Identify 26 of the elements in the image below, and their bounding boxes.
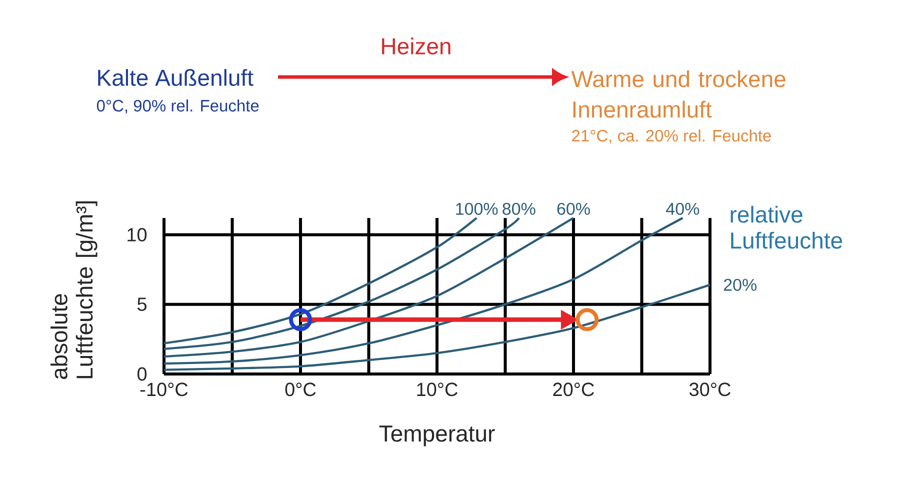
line-series (162, 216, 575, 358)
text: Kalte Außenluft (98, 69, 254, 86)
x-tick-label: 30°C (690, 382, 730, 396)
line-series (162, 216, 478, 344)
series-label: 60% (557, 202, 590, 215)
x-axis-title: Temperatur (379, 426, 495, 446)
series-label: 80% (502, 202, 536, 215)
line-series (162, 284, 712, 371)
x-tick-label: 0°C (285, 382, 316, 396)
series-label: 100% (456, 202, 498, 215)
line-series (162, 216, 684, 365)
text: Warme und trockene Innenraumluft (571, 70, 786, 118)
series-label: 40% (666, 202, 700, 215)
x-tick-label: 20°C (553, 382, 594, 396)
x-tick-label: 10°C (417, 382, 458, 396)
text: 21°C, ca. 20% rel. Feuchte (572, 129, 771, 144)
text: 0°C, 90% rel. Feuchte (96, 99, 259, 114)
text: Heizen (382, 38, 450, 54)
y-tick-label: 0 (137, 367, 147, 381)
y-tick-label: 5 (137, 298, 146, 311)
series-label: 20% (724, 278, 757, 291)
text: relative Luftfeuchte (730, 206, 842, 249)
x-tick-label: -10°C (140, 382, 188, 396)
line-series (162, 216, 520, 350)
y-tick-label: 10 (128, 228, 147, 242)
y-axis-title: absolute Luftfeuchte [g/m³] (50, 201, 98, 380)
